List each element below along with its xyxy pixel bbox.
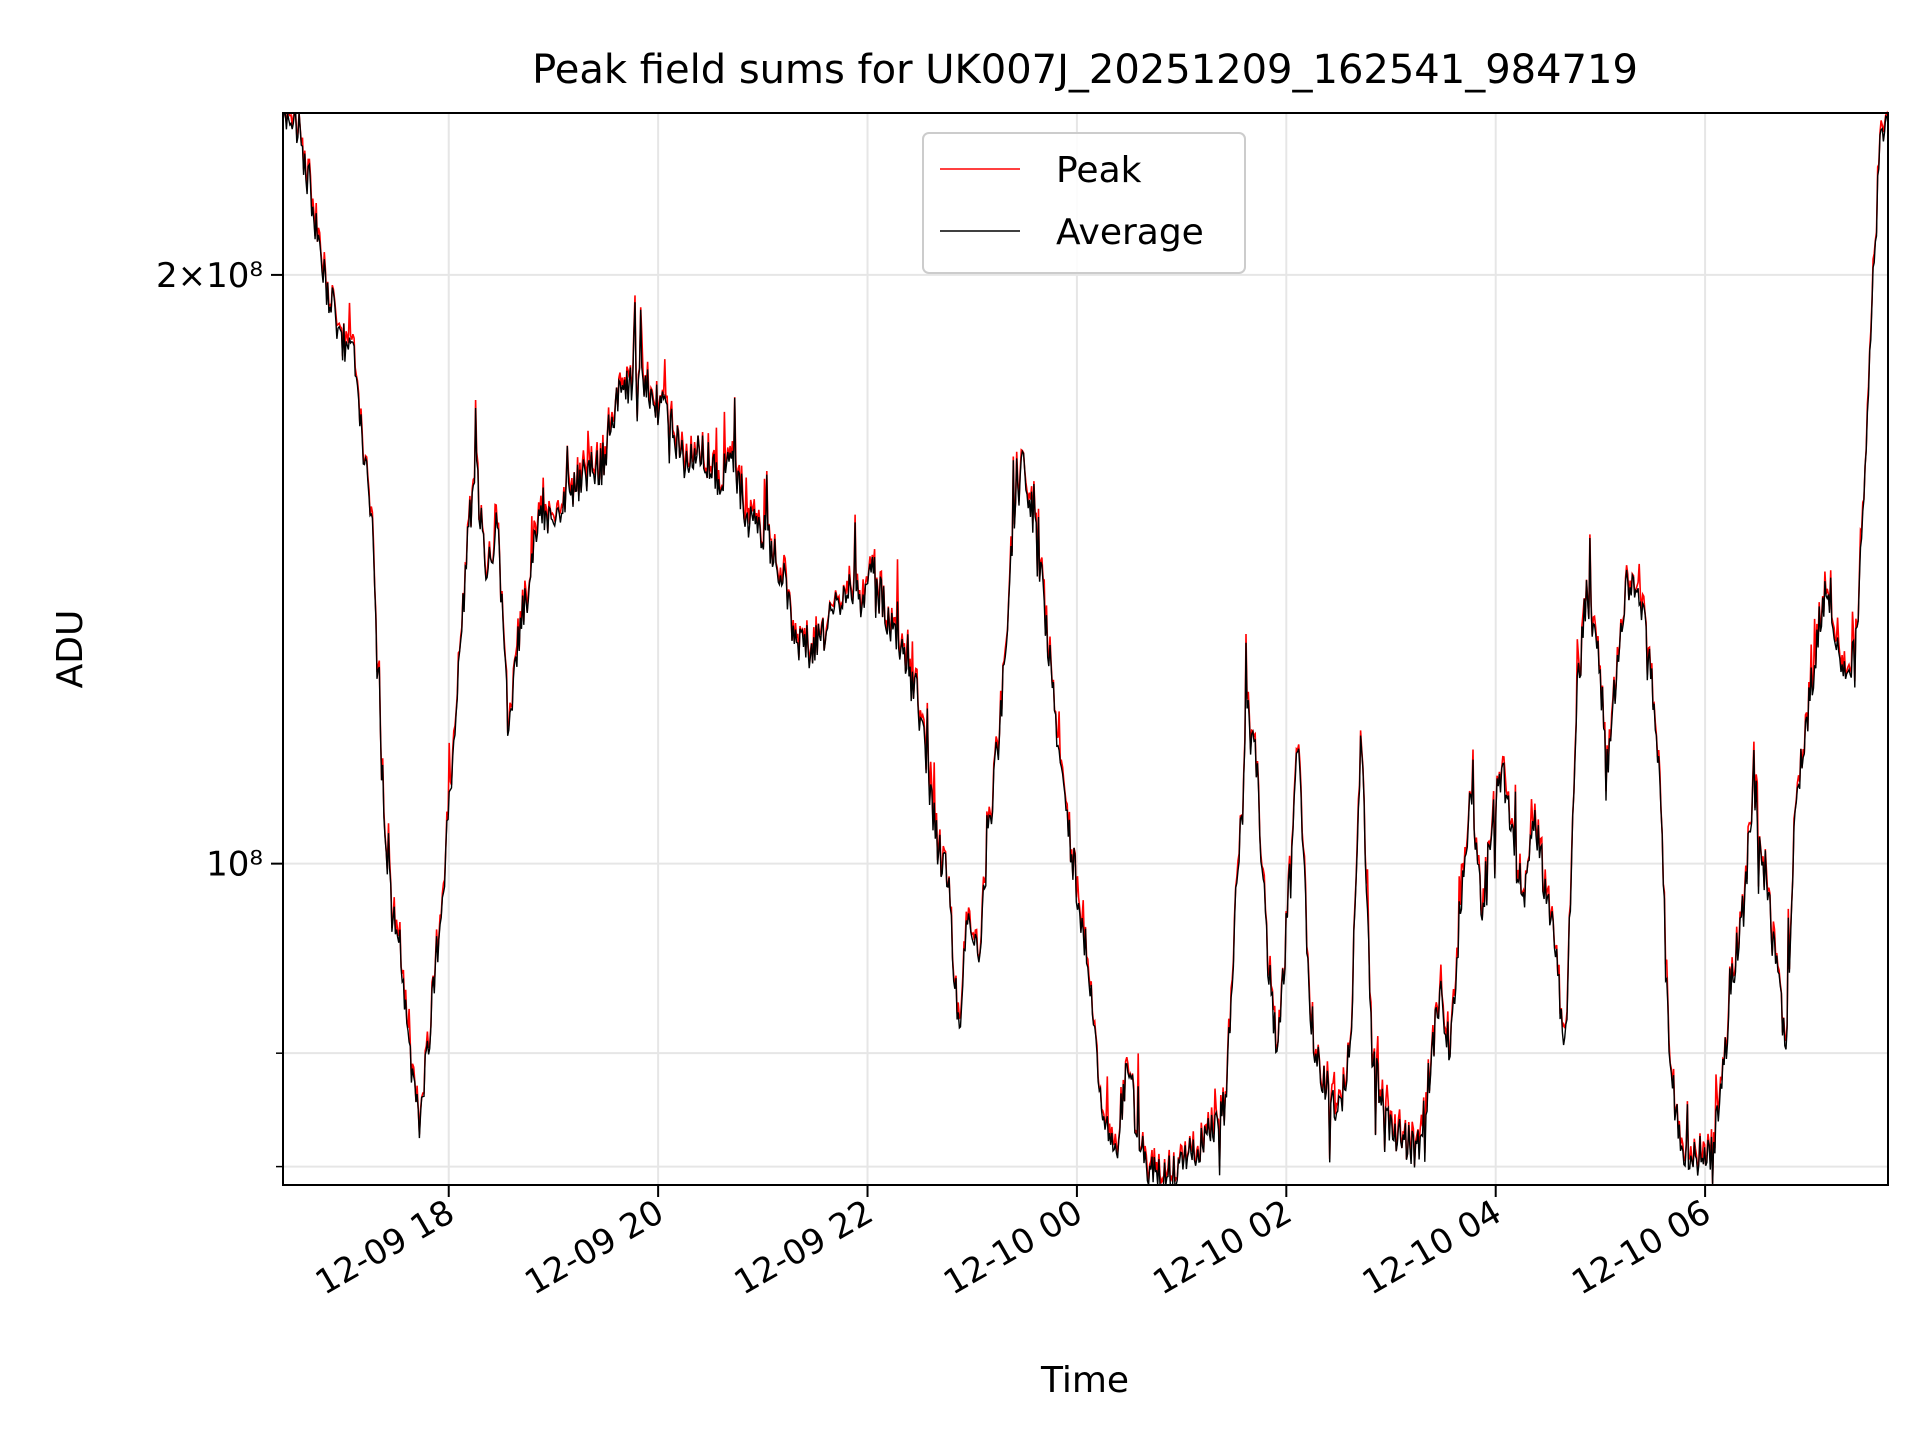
legend-label-peak: Peak: [1056, 150, 1142, 191]
y-tick-label: 10⁸: [206, 845, 263, 885]
y-axis-ticks: 2×10⁸ 10⁸: [156, 256, 283, 1168]
chart-title: Peak field sums for UK007J_20251209_1625…: [532, 47, 1638, 93]
series-line-average: [282, 112, 1889, 1186]
legend-label-average: Average: [1056, 212, 1204, 253]
legend-box: [922, 132, 1246, 274]
y-axis-label: ADU: [50, 610, 91, 689]
plot-area-frame: [282, 112, 1889, 1186]
series-layer: [282, 110, 1889, 1186]
y-tick-label: 2×10⁸: [156, 256, 263, 296]
legend: Peak Average: [922, 132, 1246, 274]
y-gridlines: [283, 273, 1888, 1168]
x-axis-label: Time: [1040, 1360, 1129, 1401]
x-gridlines: [447, 113, 1707, 1185]
